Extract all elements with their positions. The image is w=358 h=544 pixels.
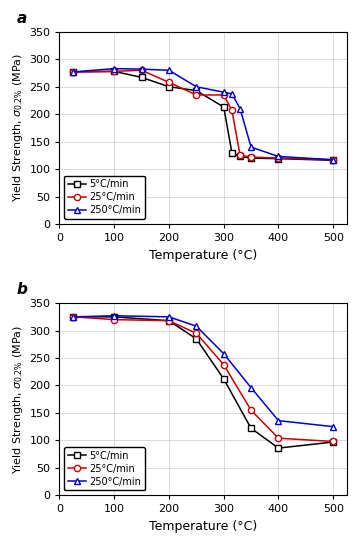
- 5°C/min: [194, 87, 198, 94]
- 25°C/min: [167, 318, 171, 324]
- 250°C/min: [222, 350, 226, 357]
- 25°C/min: [222, 92, 226, 98]
- 250°C/min: [238, 106, 242, 112]
- 5°C/min: [249, 425, 253, 431]
- 250°C/min: [167, 313, 171, 320]
- 250°C/min: [71, 313, 75, 320]
- 250°C/min: [194, 323, 198, 330]
- 250°C/min: [139, 66, 144, 72]
- 25°C/min: [71, 69, 75, 75]
- 250°C/min: [331, 423, 335, 430]
- 250°C/min: [167, 67, 171, 73]
- 250°C/min: [249, 144, 253, 150]
- 250°C/min: [112, 312, 116, 319]
- 250°C/min: [112, 65, 116, 72]
- 250°C/min: [249, 385, 253, 391]
- Y-axis label: Yield Strength, $\sigma_{0.2\%}$ (MPa): Yield Strength, $\sigma_{0.2\%}$ (MPa): [11, 325, 25, 474]
- 5°C/min: [249, 155, 253, 162]
- 5°C/min: [71, 69, 75, 75]
- Text: a: a: [16, 11, 26, 26]
- Line: 5°C/min: 5°C/min: [70, 68, 336, 163]
- 5°C/min: [331, 439, 335, 446]
- 5°C/min: [222, 376, 226, 382]
- 5°C/min: [71, 313, 75, 320]
- 25°C/min: [276, 435, 281, 442]
- 250°C/min: [71, 69, 75, 75]
- 25°C/min: [331, 157, 335, 163]
- 250°C/min: [230, 91, 234, 97]
- 25°C/min: [331, 438, 335, 445]
- 250°C/min: [194, 83, 198, 90]
- Legend: 5°C/min, 25°C/min, 250°C/min: 5°C/min, 25°C/min, 250°C/min: [64, 176, 145, 219]
- 25°C/min: [249, 407, 253, 413]
- 25°C/min: [194, 92, 198, 98]
- 250°C/min: [276, 153, 281, 160]
- 5°C/min: [112, 313, 116, 320]
- 25°C/min: [194, 330, 198, 337]
- Line: 25°C/min: 25°C/min: [70, 314, 336, 444]
- 5°C/min: [238, 153, 242, 160]
- 250°C/min: [276, 417, 281, 424]
- 25°C/min: [230, 107, 234, 114]
- Text: b: b: [16, 282, 27, 298]
- 25°C/min: [112, 317, 116, 323]
- Legend: 5°C/min, 25°C/min, 250°C/min: 5°C/min, 25°C/min, 250°C/min: [64, 447, 145, 491]
- 5°C/min: [331, 157, 335, 164]
- 25°C/min: [167, 79, 171, 85]
- 25°C/min: [222, 361, 226, 368]
- 250°C/min: [331, 157, 335, 163]
- 5°C/min: [230, 150, 234, 156]
- 5°C/min: [276, 156, 281, 162]
- 250°C/min: [222, 89, 226, 96]
- 25°C/min: [71, 313, 75, 320]
- 5°C/min: [276, 445, 281, 452]
- 25°C/min: [249, 154, 253, 160]
- Y-axis label: Yield Strength, $\sigma_{0.2\%}$ (MPa): Yield Strength, $\sigma_{0.2\%}$ (MPa): [11, 53, 25, 202]
- 25°C/min: [112, 68, 116, 75]
- 5°C/min: [167, 83, 171, 90]
- 5°C/min: [112, 68, 116, 75]
- 25°C/min: [139, 67, 144, 73]
- 25°C/min: [276, 155, 281, 162]
- 5°C/min: [139, 74, 144, 81]
- Line: 5°C/min: 5°C/min: [70, 314, 336, 451]
- 5°C/min: [194, 336, 198, 342]
- 25°C/min: [238, 152, 242, 159]
- Line: 25°C/min: 25°C/min: [70, 67, 336, 163]
- Line: 250°C/min: 250°C/min: [70, 313, 336, 430]
- 5°C/min: [222, 104, 226, 110]
- 5°C/min: [167, 318, 171, 324]
- Line: 250°C/min: 250°C/min: [70, 65, 336, 163]
- X-axis label: Temperature (°C): Temperature (°C): [149, 249, 257, 262]
- X-axis label: Temperature (°C): Temperature (°C): [149, 520, 257, 533]
